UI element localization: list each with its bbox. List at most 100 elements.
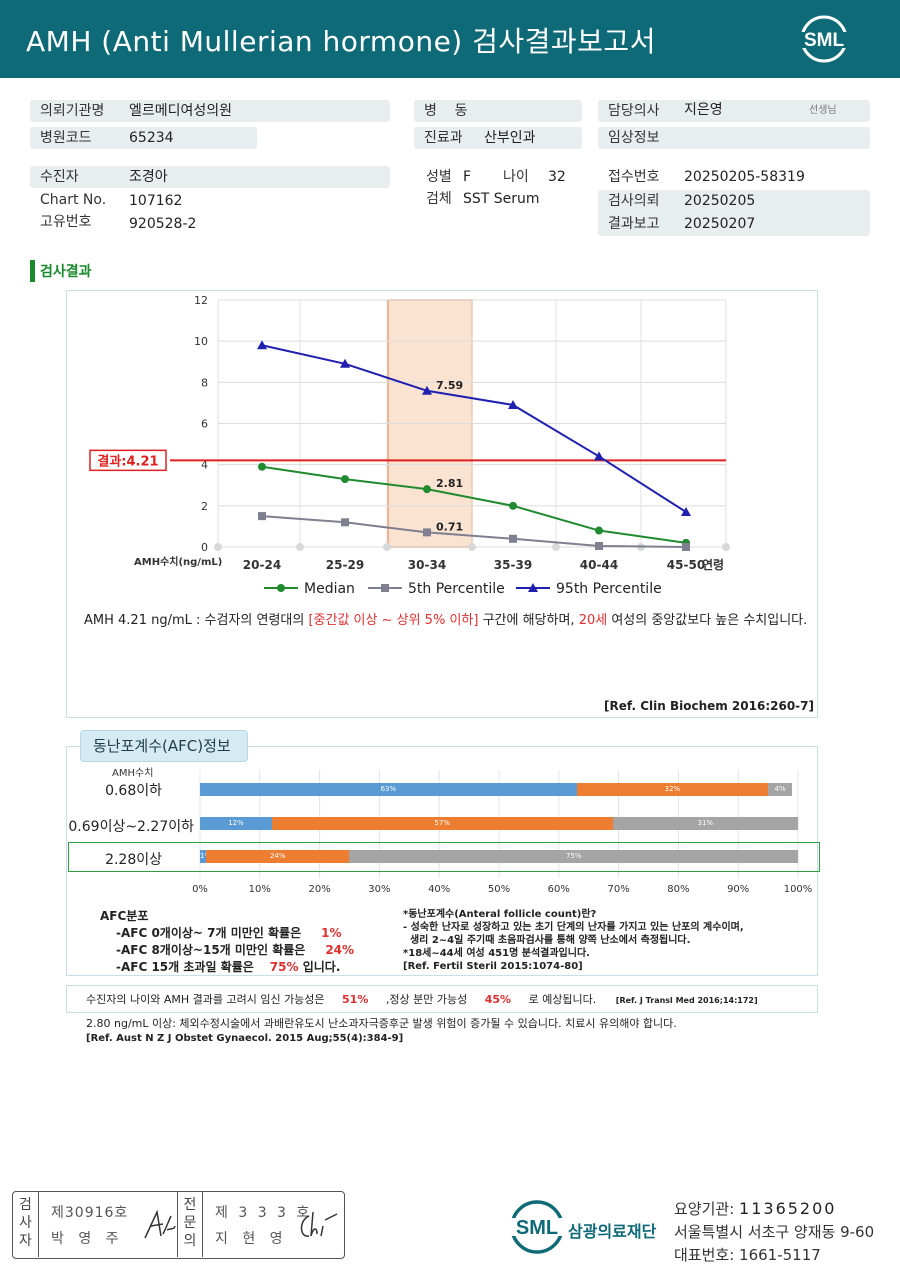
y-tick-label: 12 (194, 294, 208, 307)
afc-x-tick-label: 20% (308, 884, 331, 895)
series-line (261, 344, 687, 513)
x-axis-dot (552, 543, 560, 551)
comment-part1: AMH 4.21 ng/mL : 수검자의 연령대의 (84, 613, 309, 628)
inspector-signature-icon (144, 1209, 176, 1239)
dept-value: 산부인과 (484, 130, 536, 146)
pregnancy-part2: ,정상 분만 가능성 (385, 993, 468, 1006)
svg-text:SML: SML (516, 1217, 558, 1239)
afc-bar-segment: 4% (768, 783, 792, 796)
comment-age: 20세 (578, 613, 608, 628)
afc-bar-segment: 1% (200, 850, 206, 863)
dept-row: 진료과 (414, 127, 582, 149)
afc-bar-segment: 63% (200, 783, 577, 796)
institution-value: 엘르메디여성의원 (129, 103, 233, 119)
uid-label: 고유번호 (40, 214, 92, 230)
legend-label: Median (304, 581, 355, 597)
afc-bar-segment: 57% (271, 817, 613, 830)
data-point (423, 485, 431, 494)
data-point (509, 534, 517, 543)
afc-dist-text: -AFC 0개이상~ 7개 미만인 확률은 (116, 926, 302, 940)
data-point (341, 518, 349, 527)
requested-label: 검사의뢰 (608, 193, 660, 209)
x-tick-label: 45-50 (667, 558, 705, 572)
section-title: 검사결과 (40, 264, 92, 280)
chart-no-label: Chart No. (40, 192, 107, 208)
pregnancy-part3: 로 예상됩니다. (528, 993, 597, 1006)
y-tick-label: 4 (201, 459, 208, 472)
series-line (261, 515, 687, 548)
phone-label: 대표번호: (674, 1246, 740, 1264)
foundation-logo-icon: SML (508, 1200, 566, 1254)
afc-definition: *동난포계수(Anteral follicle count)란? - 성숙한 난… (403, 908, 744, 973)
ward-label: 병 동 (424, 103, 468, 119)
afc-row-label: 0.69이상~2.27이하 (68, 819, 194, 835)
pregnancy-reference: [Ref. J Transl Med 2016;14:172] (615, 996, 758, 1005)
receipt-value: 20250205-58319 (684, 169, 805, 185)
x-tick-label: 35-39 (494, 558, 532, 572)
afc-highlight-row (68, 842, 820, 872)
data-point (423, 528, 431, 537)
data-point (258, 462, 266, 471)
afc-row-label: 0.68이하 (105, 783, 162, 799)
foundation-name: 삼광의료재단 (568, 1222, 657, 1241)
doctor-suffix: 선생님 (809, 105, 837, 116)
chart-no-value: 107162 (129, 193, 183, 209)
chart-reference: [Ref. Clin Biochem 2016:260-7] (604, 699, 814, 713)
data-label: 7.59 (436, 379, 463, 392)
reported-label: 결과보고 (608, 216, 660, 232)
afc-x-tick-label: 10% (248, 884, 271, 895)
afc-stacked-bar: 63% 32% 4% (200, 783, 798, 796)
phone-number: 대표번호: 1661-5117 (674, 1244, 821, 1265)
patient-label: 수진자 (40, 169, 79, 185)
institution-row: 의뢰기관명 (30, 100, 390, 122)
hospital-code-row: 병원코드 (30, 127, 257, 149)
x-axis-dot (214, 543, 222, 551)
afc-amh-label: AMH수치 (112, 768, 154, 779)
dates-box (598, 190, 870, 236)
uid-value: 920528-2 (129, 216, 197, 232)
clinical-label: 임상정보 (608, 130, 660, 146)
ward-row: 병 동 (414, 100, 582, 122)
institution-code-value: 11365200 (739, 1199, 837, 1218)
x-axis-label: 연령 (702, 557, 724, 572)
afc-x-tick-label: 0% (192, 884, 208, 895)
doctor-row: 담당의사 (598, 100, 870, 122)
data-point (258, 512, 266, 521)
afc-dist-pct: 1% (321, 926, 342, 940)
afc-x-tick-label: 70% (607, 884, 630, 895)
amh-line-chart: 0 2 4 6 8 10 12 20-24 25-29 30-34 35-39 40-44 45-50연… (89, 294, 730, 597)
x-axis-dot (296, 543, 304, 551)
x-tick-label: 20-24 (243, 558, 281, 572)
afc-dist-text: -AFC 8개이상~15개 미만인 확률은 (116, 943, 306, 957)
report-header: AMH (Anti Mullerian hormone) 검사결과보고서 SML (0, 0, 900, 78)
section-marker (30, 260, 35, 282)
result-label: 결과:4.21 (97, 453, 158, 469)
x-axis-dot (468, 543, 476, 551)
report-title: AMH (Anti Mullerian hormone) 검사결과보고서 (26, 25, 656, 58)
data-point (422, 385, 432, 395)
legend-label: 5th Percentile (408, 581, 505, 597)
afc-def-line: - 성숙한 난자로 성장하고 있는 초기 단계의 난자를 가지고 있는 난포의 … (403, 922, 744, 933)
phone-value: 1661-5117 (739, 1246, 821, 1264)
specimen-label: 검체 (426, 191, 452, 207)
afc-tab: 동난포계수(AFC)정보 (80, 730, 248, 762)
y-tick-label: 2 (201, 500, 208, 513)
legend-marker (381, 584, 389, 592)
delivery-pct: 45% (484, 993, 512, 1006)
legend-marker (277, 584, 285, 592)
age-label: 나이 (503, 169, 529, 185)
data-point (681, 507, 691, 517)
afc-def-line: 생리 2~4일 주기때 초음파검사를 통해 양쪽 난소에서 측정됩니다. (403, 935, 691, 946)
series-line (261, 465, 687, 544)
afc-x-tick-label: 50% (487, 884, 511, 895)
afc-row-label: 2.28이상 (105, 852, 162, 868)
pregnancy-text: 수진자의 나이와 AMH 결과를 고려시 임신 가능성은 51% ,정상 분만 … (86, 991, 758, 1007)
afc-dist-line: -AFC 15개 초과일 확률은 75% 입니다. (100, 959, 354, 976)
specialist-name: 지 현 영 (215, 1231, 288, 1247)
data-point (508, 399, 518, 409)
data-point (682, 543, 690, 551)
afc-x-tick-label: 100% (783, 884, 813, 895)
afc-dist-line: -AFC 0개이상~ 7개 미만인 확률은 1% (100, 925, 354, 942)
data-point (340, 358, 350, 368)
